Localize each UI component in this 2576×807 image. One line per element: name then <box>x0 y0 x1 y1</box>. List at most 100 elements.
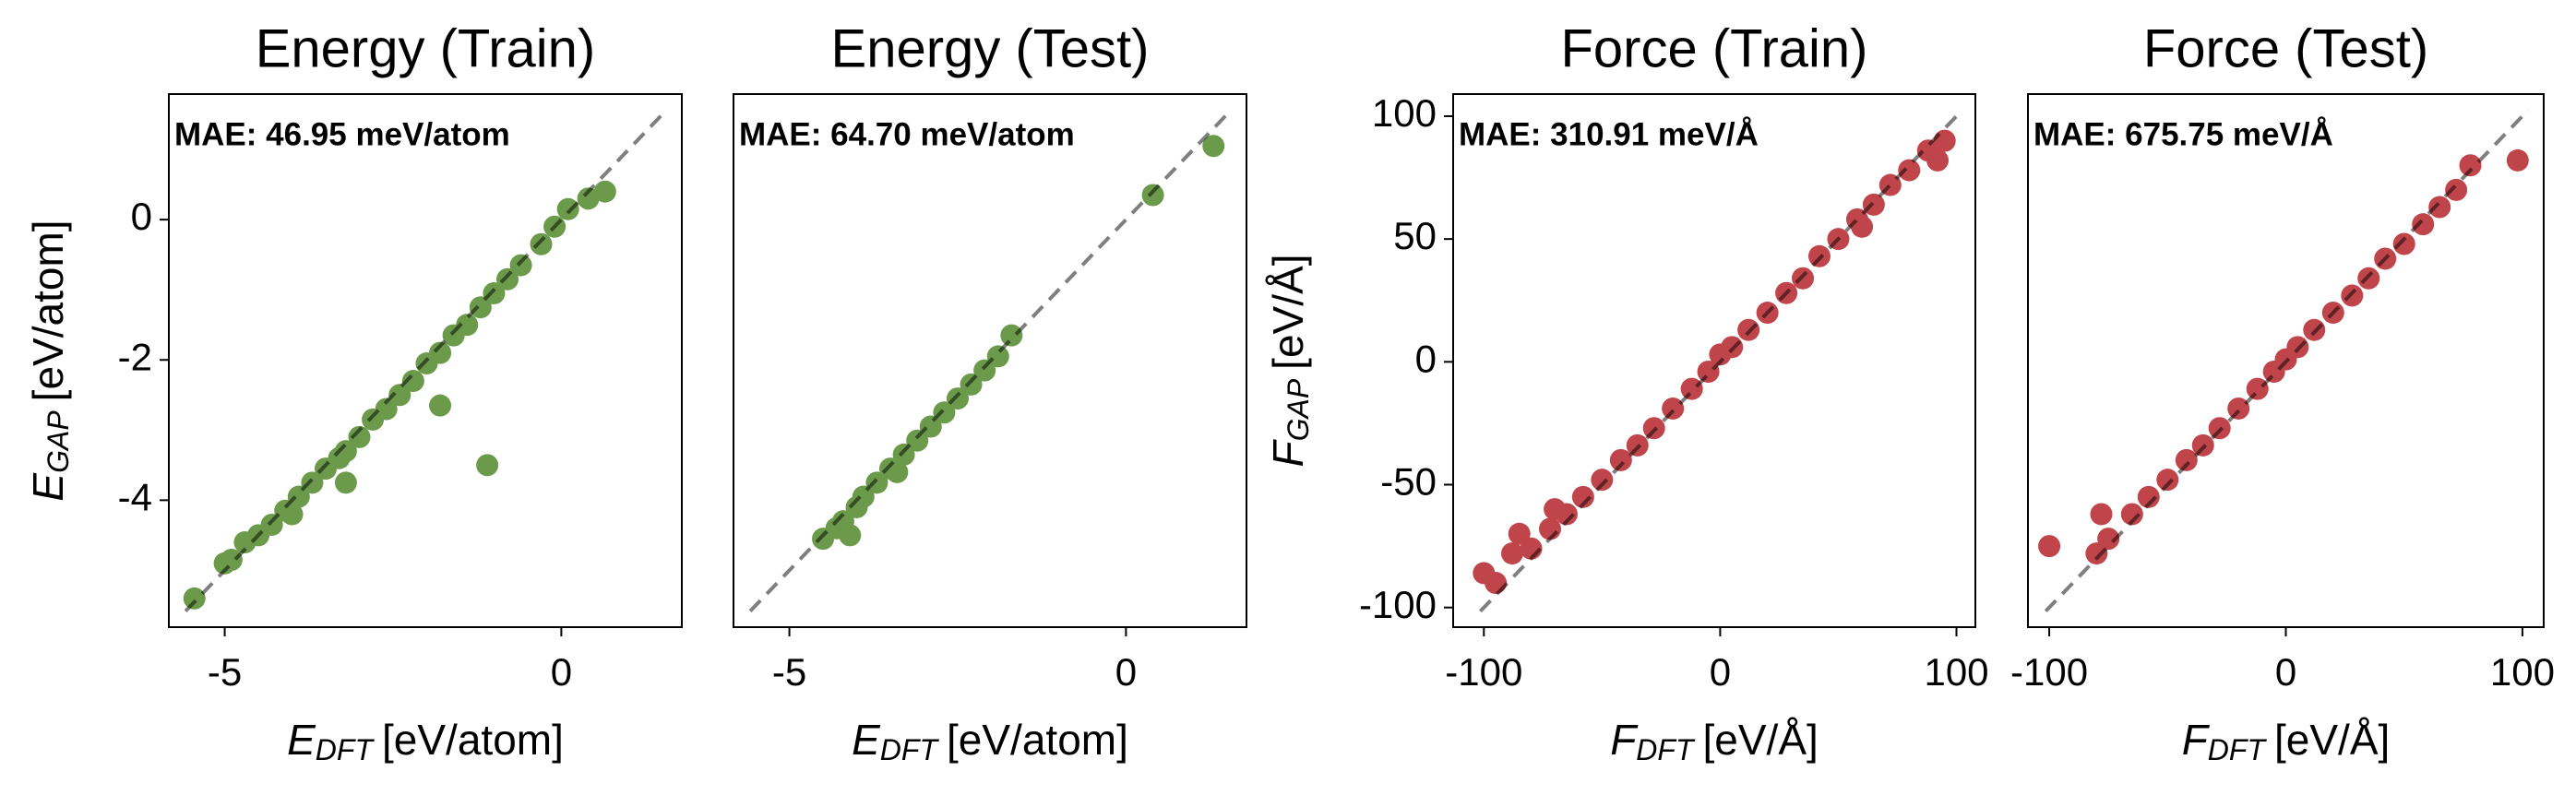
y-tick-label: -2 <box>118 335 152 378</box>
x-tick-label: 100 <box>2490 650 2555 694</box>
subplot: Force (Train) -100 0 100 -100 -50 0 50 100 MAE: 3… <box>1264 18 1988 766</box>
reference-line <box>748 108 1233 613</box>
x-axis-label: EDFT [eV/atom] <box>852 716 1128 766</box>
x-axis-label: FDFT [eV/Å] <box>1610 716 1819 766</box>
subplot: Energy (Test) -5 0 MAE: 64.70 meV/atom EDFT[… <box>733 18 1247 766</box>
subplot-title: Force (Train) <box>1561 18 1868 78</box>
y-tick-label: -4 <box>118 475 152 518</box>
point <box>260 513 283 536</box>
x-tick-label: 100 <box>1924 650 1988 694</box>
point <box>906 429 929 452</box>
point <box>593 180 616 203</box>
point <box>1508 522 1531 545</box>
point <box>1591 469 1614 492</box>
reference-line <box>184 108 668 613</box>
point <box>280 503 304 526</box>
point <box>1485 572 1508 595</box>
point <box>530 232 553 255</box>
point <box>1141 184 1164 207</box>
point <box>1926 148 1950 172</box>
point <box>946 387 969 410</box>
label-subscript: DFT <box>316 733 376 766</box>
point <box>476 454 499 477</box>
label-symbol: F <box>1264 438 1312 467</box>
point <box>183 587 206 610</box>
label-unit: [eV/Å] <box>1264 255 1312 370</box>
y-tick-label: 50 <box>1393 214 1437 257</box>
point <box>2085 542 2108 565</box>
point <box>960 373 983 396</box>
label-unit: [eV/Å] <box>2274 716 2390 764</box>
point <box>2428 196 2451 219</box>
point <box>892 443 915 466</box>
point <box>1662 397 1685 420</box>
point <box>2038 535 2061 558</box>
label-unit: [eV/Å] <box>1703 716 1819 764</box>
point <box>2137 485 2160 508</box>
point <box>429 394 452 417</box>
label-subscript: GAP <box>42 410 75 473</box>
point <box>2506 148 2529 172</box>
point <box>483 281 506 304</box>
x-tick-label: 0 <box>1115 650 1137 694</box>
point <box>2445 178 2468 201</box>
point <box>1202 135 1225 158</box>
axes-frame <box>1452 93 1976 628</box>
x-tick-label: 0 <box>2275 650 2296 694</box>
point <box>496 267 519 291</box>
point <box>388 384 411 407</box>
point <box>852 485 875 508</box>
annotation: MAE: 675.75 meV/Å <box>2033 115 2333 152</box>
label-subscript: DFT <box>2208 733 2268 766</box>
y-tick-label: 0 <box>131 195 152 238</box>
subplot: Force (Test) -100 0 100 MAE: 675.75 meV/Å FDF… <box>2010 18 2555 766</box>
subplot: Energy (Train) -5 0 -4 -2 0 MAE: 46.95 meV/ato… <box>24 18 683 766</box>
label-unit: [eV/atom] <box>24 220 72 401</box>
point <box>1000 324 1023 347</box>
x-tick-label: -100 <box>2010 650 2088 694</box>
point <box>287 485 310 508</box>
y-tick-label: -50 <box>1380 460 1437 504</box>
label-subscript: DFT <box>1636 733 1696 766</box>
annotation: MAE: 46.95 meV/atom <box>174 116 510 152</box>
point <box>556 197 579 220</box>
axes-frame <box>168 93 683 628</box>
annotation: MAE: 310.91 meV/Å <box>1459 115 1759 152</box>
axes-frame <box>2027 93 2545 628</box>
point <box>973 359 996 382</box>
label-symbol: F <box>1610 716 1639 764</box>
point <box>1501 542 1524 565</box>
label-symbol: E <box>24 472 72 502</box>
point <box>2156 469 2179 492</box>
label-subscript: GAP <box>1282 378 1315 441</box>
point <box>2120 503 2143 526</box>
point <box>375 398 398 421</box>
point <box>2227 397 2250 420</box>
y-axis-label: EGAP [eV/atom] <box>24 220 75 501</box>
x-tick-label: 0 <box>1710 650 1731 694</box>
point <box>865 471 888 494</box>
point <box>220 548 243 571</box>
point <box>839 524 862 547</box>
point <box>2412 213 2435 236</box>
point <box>348 425 371 448</box>
label-symbol: F <box>2182 716 2211 764</box>
label-subscript: DFT <box>880 733 940 766</box>
point <box>2175 448 2198 471</box>
point <box>2090 503 2113 526</box>
point <box>469 296 492 319</box>
point <box>301 471 324 494</box>
label-unit: [eV/atom] <box>947 716 1128 764</box>
label-unit: [eV/atom] <box>382 716 564 764</box>
y-tick-label: 0 <box>1415 337 1437 380</box>
point <box>334 471 357 494</box>
point <box>577 187 600 210</box>
point <box>1898 159 1921 182</box>
point <box>2097 528 2120 551</box>
label-symbol: E <box>287 716 316 764</box>
reference-line <box>2044 108 2530 613</box>
point <box>933 401 956 424</box>
point <box>456 314 479 337</box>
x-tick-label: 0 <box>551 650 572 694</box>
